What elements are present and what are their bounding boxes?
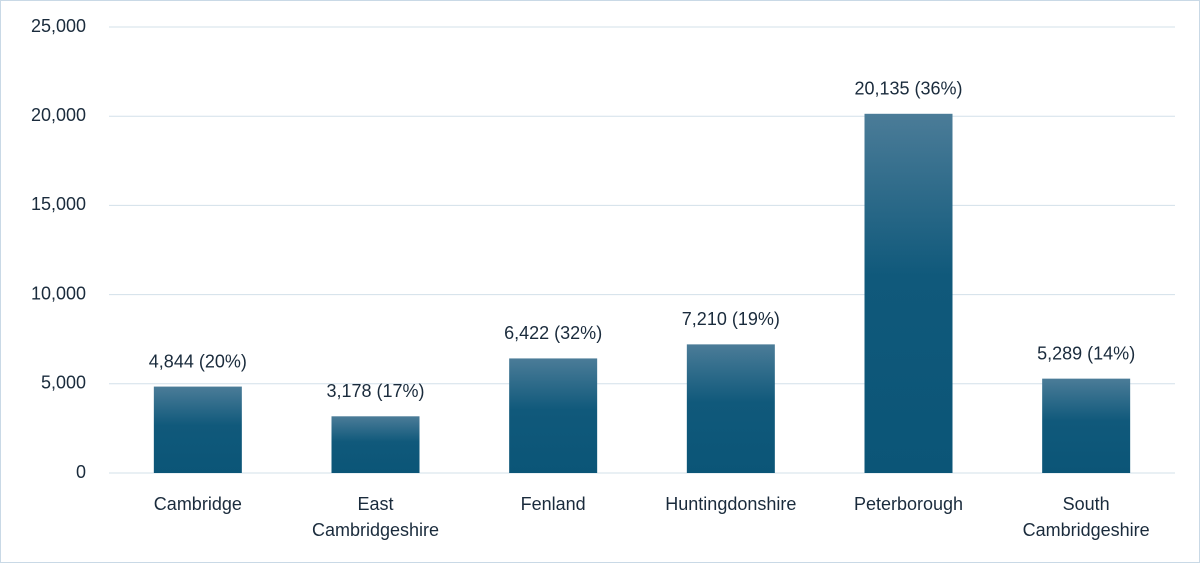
value-label: 7,210 (19%) xyxy=(682,309,780,329)
bar xyxy=(686,344,775,473)
bar xyxy=(153,386,242,473)
x-tick-label: East Cambridgeshire xyxy=(311,494,440,540)
x-tick-label: Cambridge xyxy=(153,494,242,514)
x-tick-label: Peterborough xyxy=(853,494,964,514)
value-label: 3,178 (17%) xyxy=(326,381,424,401)
y-tick-label: 10,000 xyxy=(31,283,86,303)
x-tick-label: Fenland xyxy=(520,494,586,514)
value-label: 4,844 (20%) xyxy=(149,351,247,371)
bar xyxy=(509,358,598,473)
y-tick-label: 15,000 xyxy=(31,194,86,214)
bar xyxy=(864,113,953,474)
y-tick-label: 5,000 xyxy=(41,373,86,393)
value-label: 6,422 (32%) xyxy=(504,323,602,343)
value-label: 20,135 (36%) xyxy=(854,79,962,99)
y-tick-label: 0 xyxy=(76,462,86,482)
y-tick-label: 20,000 xyxy=(31,105,86,125)
value-label: 5,289 (14%) xyxy=(1037,343,1135,363)
bar xyxy=(331,416,420,473)
y-tick-label: 25,000 xyxy=(31,16,86,36)
bar xyxy=(1042,378,1131,473)
x-tick-label: Huntingdonshire xyxy=(665,494,797,514)
x-tick-label: South Cambridgeshire xyxy=(1022,494,1150,540)
